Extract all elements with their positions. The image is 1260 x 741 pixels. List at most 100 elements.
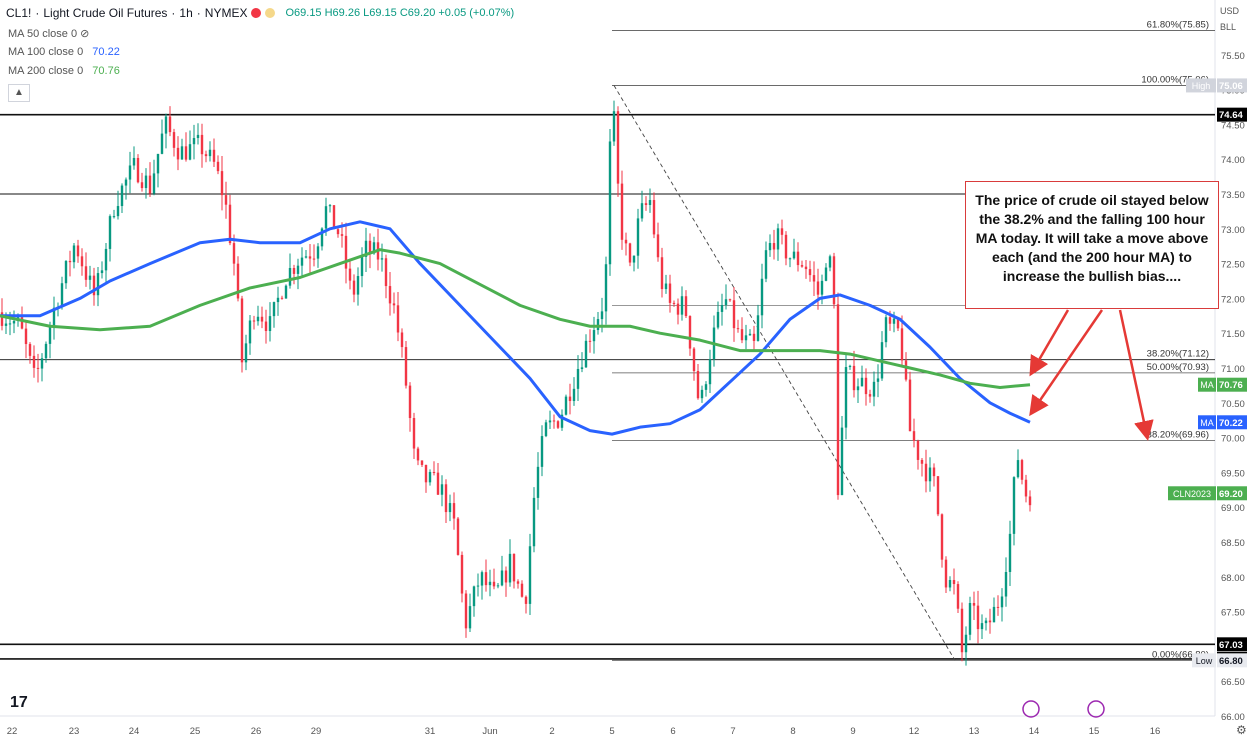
candle-body: [112, 216, 116, 218]
price-tag: [1168, 486, 1216, 501]
candle-body: [96, 273, 100, 296]
candle-body: [524, 596, 528, 604]
fib-level-label: 0.00%(66.80): [1152, 649, 1209, 660]
ma100-line[interactable]: [0, 220, 1031, 436]
candle-body: [560, 414, 564, 428]
candle-body: [608, 141, 612, 265]
x-tick-label: 25: [190, 726, 201, 737]
price-label-value: 70.76: [1219, 380, 1243, 391]
x-tick-label: 8: [790, 726, 795, 737]
candle-body: [416, 448, 420, 461]
candle-body: [104, 248, 108, 271]
ma200-legend[interactable]: MA 200 close 0 70.76: [8, 65, 120, 77]
candle-body: [216, 161, 220, 172]
candle-body: [504, 570, 508, 583]
annotation-arrow: [1029, 309, 1104, 417]
y-tick-label: 72.50: [1221, 260, 1245, 271]
candle-body: [220, 171, 224, 196]
candle-body: [400, 332, 404, 348]
fib-level-label: 38.20%(69.96): [1147, 429, 1209, 440]
candle-body: [320, 228, 324, 247]
candle-body: [4, 323, 8, 326]
x-tick-label: Jun: [482, 726, 497, 737]
candle-body: [656, 234, 660, 258]
candle-body: [84, 266, 88, 280]
candle-body: [76, 245, 80, 257]
candle-body: [836, 304, 840, 496]
candle-body: [820, 280, 824, 295]
interval-label[interactable]: 1h: [179, 6, 193, 20]
candle-body: [312, 258, 316, 260]
candle-body: [432, 471, 436, 473]
hidden-eye-icon[interactable]: ⊘: [80, 28, 90, 40]
x-tick-label: 22: [7, 726, 18, 737]
candle-body: [284, 285, 288, 299]
candle-body: [336, 229, 340, 235]
candle-body: [308, 256, 312, 259]
settings-gear-icon[interactable]: ⚙: [1236, 723, 1247, 737]
candle-body: [500, 570, 504, 586]
candle-body: [612, 111, 616, 142]
candle-body: [368, 240, 372, 254]
candle-body: [804, 266, 808, 270]
candle-body: [532, 497, 536, 547]
ma100-legend[interactable]: MA 100 close 0 70.22: [8, 46, 120, 58]
ma200-line[interactable]: [0, 248, 1031, 389]
candle-body: [120, 185, 124, 207]
annotation-box: The price of crude oil stayed below the …: [965, 181, 1219, 309]
ma50-legend[interactable]: MA 50 close 0 ⊘: [8, 27, 89, 40]
candle-body: [316, 246, 320, 259]
candle-body: [956, 584, 960, 609]
candle-body: [80, 256, 84, 267]
candle-body: [972, 603, 976, 606]
candle-body: [392, 303, 396, 306]
candle-body: [128, 165, 132, 180]
candle-body: [40, 358, 44, 369]
candle-body: [668, 283, 672, 303]
x-tick-label: 31: [425, 726, 436, 737]
data-delay-icon: [265, 8, 276, 18]
candle-body: [760, 278, 764, 316]
candle-body: [348, 268, 352, 281]
candle-body: [108, 216, 112, 249]
y-tick-label: 68.50: [1221, 538, 1245, 549]
candle-body: [784, 234, 788, 259]
candle-body: [244, 343, 248, 363]
candle-body: [976, 605, 980, 630]
candle-body: [652, 200, 656, 235]
event-lightning-icon[interactable]: [1022, 700, 1040, 718]
candle-body: [192, 138, 196, 145]
candle-body: [0, 312, 4, 326]
fib-level-label: 38.20%(71.12): [1147, 349, 1209, 360]
ma100-value: 70.22: [92, 46, 120, 58]
candle-body: [516, 581, 520, 584]
symbol-label[interactable]: CL1!: [6, 6, 32, 20]
candle-body: [852, 365, 856, 391]
candle-body: [352, 280, 356, 295]
currency-label: USD: [1220, 6, 1240, 16]
x-tick-label: 2: [549, 726, 554, 737]
candle-body: [872, 381, 876, 397]
candle-body: [144, 175, 148, 189]
candle-body: [440, 484, 444, 495]
candle-body: [48, 326, 52, 344]
candle-body: [676, 303, 680, 315]
candle-body: [396, 305, 400, 333]
candle-body: [844, 367, 848, 428]
candle-body: [1020, 460, 1024, 480]
collapse-legend-button[interactable]: ▲: [8, 84, 30, 102]
candle-body: [544, 422, 548, 437]
candle-body: [36, 367, 40, 369]
candle-body: [688, 316, 692, 349]
fib-level-label: 61.80%(75.85): [1147, 19, 1209, 30]
candle-body: [884, 317, 888, 343]
candles-group: [0, 100, 1032, 666]
candle-body: [748, 333, 752, 336]
instrument-title: Light Crude Oil Futures: [43, 6, 168, 20]
candle-body: [68, 260, 72, 263]
candle-body: [636, 218, 640, 256]
event-forward-icon[interactable]: [1087, 700, 1105, 718]
x-tick-label: 24: [129, 726, 140, 737]
candle-body: [792, 251, 796, 259]
